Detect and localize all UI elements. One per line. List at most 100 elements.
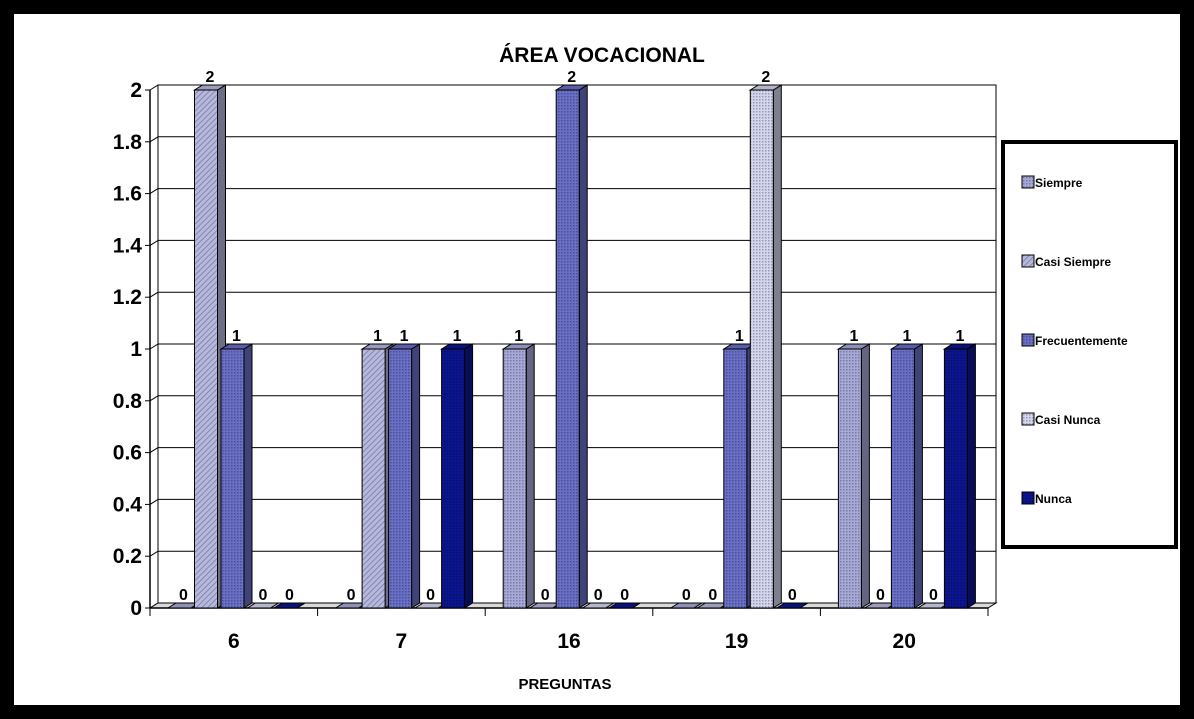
y-tick-label: 0.6 — [113, 442, 142, 465]
x-tick-label: 19 — [725, 630, 748, 653]
wall-edge — [149, 188, 159, 195]
y-tick-label: 2 — [130, 79, 142, 102]
wall-edge — [149, 291, 159, 298]
bar-side — [860, 343, 870, 609]
legend-swatch-pattern — [1022, 413, 1034, 425]
bar — [669, 602, 704, 609]
bar-pattern — [944, 349, 968, 608]
wall-edge — [149, 84, 159, 91]
data-label: 1 — [453, 328, 462, 345]
data-label: 1 — [735, 328, 744, 345]
y-tick-label: 0.2 — [113, 545, 142, 568]
bar-top — [669, 602, 704, 609]
data-label: 1 — [849, 328, 858, 345]
data-label: 0 — [347, 587, 356, 604]
bar-pattern — [221, 349, 244, 608]
bar-pattern — [441, 349, 465, 608]
y-tick-label: 1.2 — [113, 286, 142, 309]
legend-label: Frecuentemente — [1035, 334, 1128, 348]
y-tick-label: 1.6 — [113, 183, 142, 206]
data-label: 2 — [761, 69, 770, 86]
legend: Siempre Casi Siempre Frecuentemente Casi Nu… — [1001, 140, 1178, 549]
legend-label: Casi Siempre — [1035, 255, 1111, 269]
x-tick-label: 6 — [228, 630, 240, 653]
bar-side — [913, 343, 923, 609]
y-tick-label: 0.4 — [113, 493, 143, 516]
x-tick-label: 20 — [893, 630, 916, 653]
data-label: 0 — [620, 587, 629, 604]
wall-edge — [149, 395, 159, 402]
data-label: 2 — [567, 69, 576, 86]
bar-top — [245, 602, 281, 609]
bar-top — [607, 602, 642, 609]
bar-pattern — [891, 349, 915, 608]
data-label: 0 — [285, 587, 294, 604]
bar-side — [966, 343, 976, 609]
bar — [748, 84, 784, 609]
bar — [775, 602, 810, 609]
bar-side — [411, 343, 421, 609]
data-label: 1 — [400, 328, 409, 345]
data-label: 1 — [373, 328, 382, 345]
bar — [245, 602, 281, 609]
bar — [219, 343, 254, 609]
bar — [386, 343, 422, 609]
bar-side — [525, 343, 535, 609]
legend-swatch-pattern — [1022, 492, 1034, 504]
bar-top — [580, 602, 616, 609]
legend-swatch-pattern — [1022, 334, 1034, 346]
bar — [722, 343, 757, 609]
legend-swatch-pattern — [1022, 255, 1034, 267]
y-tick-label: 0 — [130, 597, 142, 620]
bar — [836, 343, 872, 609]
wall-edge — [149, 343, 159, 350]
bar-pattern — [750, 90, 774, 608]
data-label: 0 — [594, 587, 603, 604]
wall-edge — [149, 447, 159, 454]
bar — [580, 602, 616, 609]
x-tick-label: 16 — [557, 630, 580, 653]
data-label: 1 — [232, 328, 241, 345]
bar-side — [772, 84, 782, 609]
bar-pattern — [503, 349, 527, 608]
data-label: 0 — [788, 587, 797, 604]
bar — [501, 343, 536, 609]
legend-label: Siempre — [1035, 176, 1083, 190]
data-label: 1 — [902, 328, 911, 345]
bar-pattern — [838, 349, 862, 608]
y-tick-label: 0.8 — [113, 390, 143, 413]
y-tick-label: 1.8 — [113, 131, 143, 154]
data-label: 0 — [682, 587, 691, 604]
bar-top — [775, 602, 810, 609]
bar-side — [578, 84, 588, 609]
data-label: 0 — [929, 587, 938, 604]
bar-pattern — [556, 90, 580, 608]
bar — [272, 602, 307, 609]
bar — [607, 602, 642, 609]
data-label: 0 — [708, 587, 717, 604]
bar-side — [464, 343, 474, 609]
wall-edge — [149, 239, 159, 246]
bar — [554, 84, 589, 609]
bar-pattern — [362, 349, 386, 608]
legend-label: Casi Nunca — [1035, 413, 1101, 427]
data-label: 0 — [179, 587, 188, 604]
x-tick-label: 7 — [396, 630, 408, 653]
bar-top — [272, 602, 307, 609]
data-label: 0 — [259, 587, 268, 604]
y-tick-label: 1 — [130, 338, 142, 361]
legend-label: Nunca — [1035, 492, 1072, 506]
chart-title: ÁREA VOCACIONAL — [499, 44, 705, 67]
data-label: 1 — [955, 328, 964, 345]
data-label: 1 — [514, 328, 523, 345]
data-label: 0 — [876, 587, 885, 604]
wall-edge — [149, 136, 159, 143]
bar-pattern — [723, 349, 747, 608]
bar-pattern — [388, 349, 412, 608]
x-axis-title: PREGUNTAS — [518, 676, 611, 693]
bar — [889, 343, 925, 609]
y-tick-label: 1.4 — [113, 234, 143, 257]
data-label: 0 — [541, 587, 550, 604]
